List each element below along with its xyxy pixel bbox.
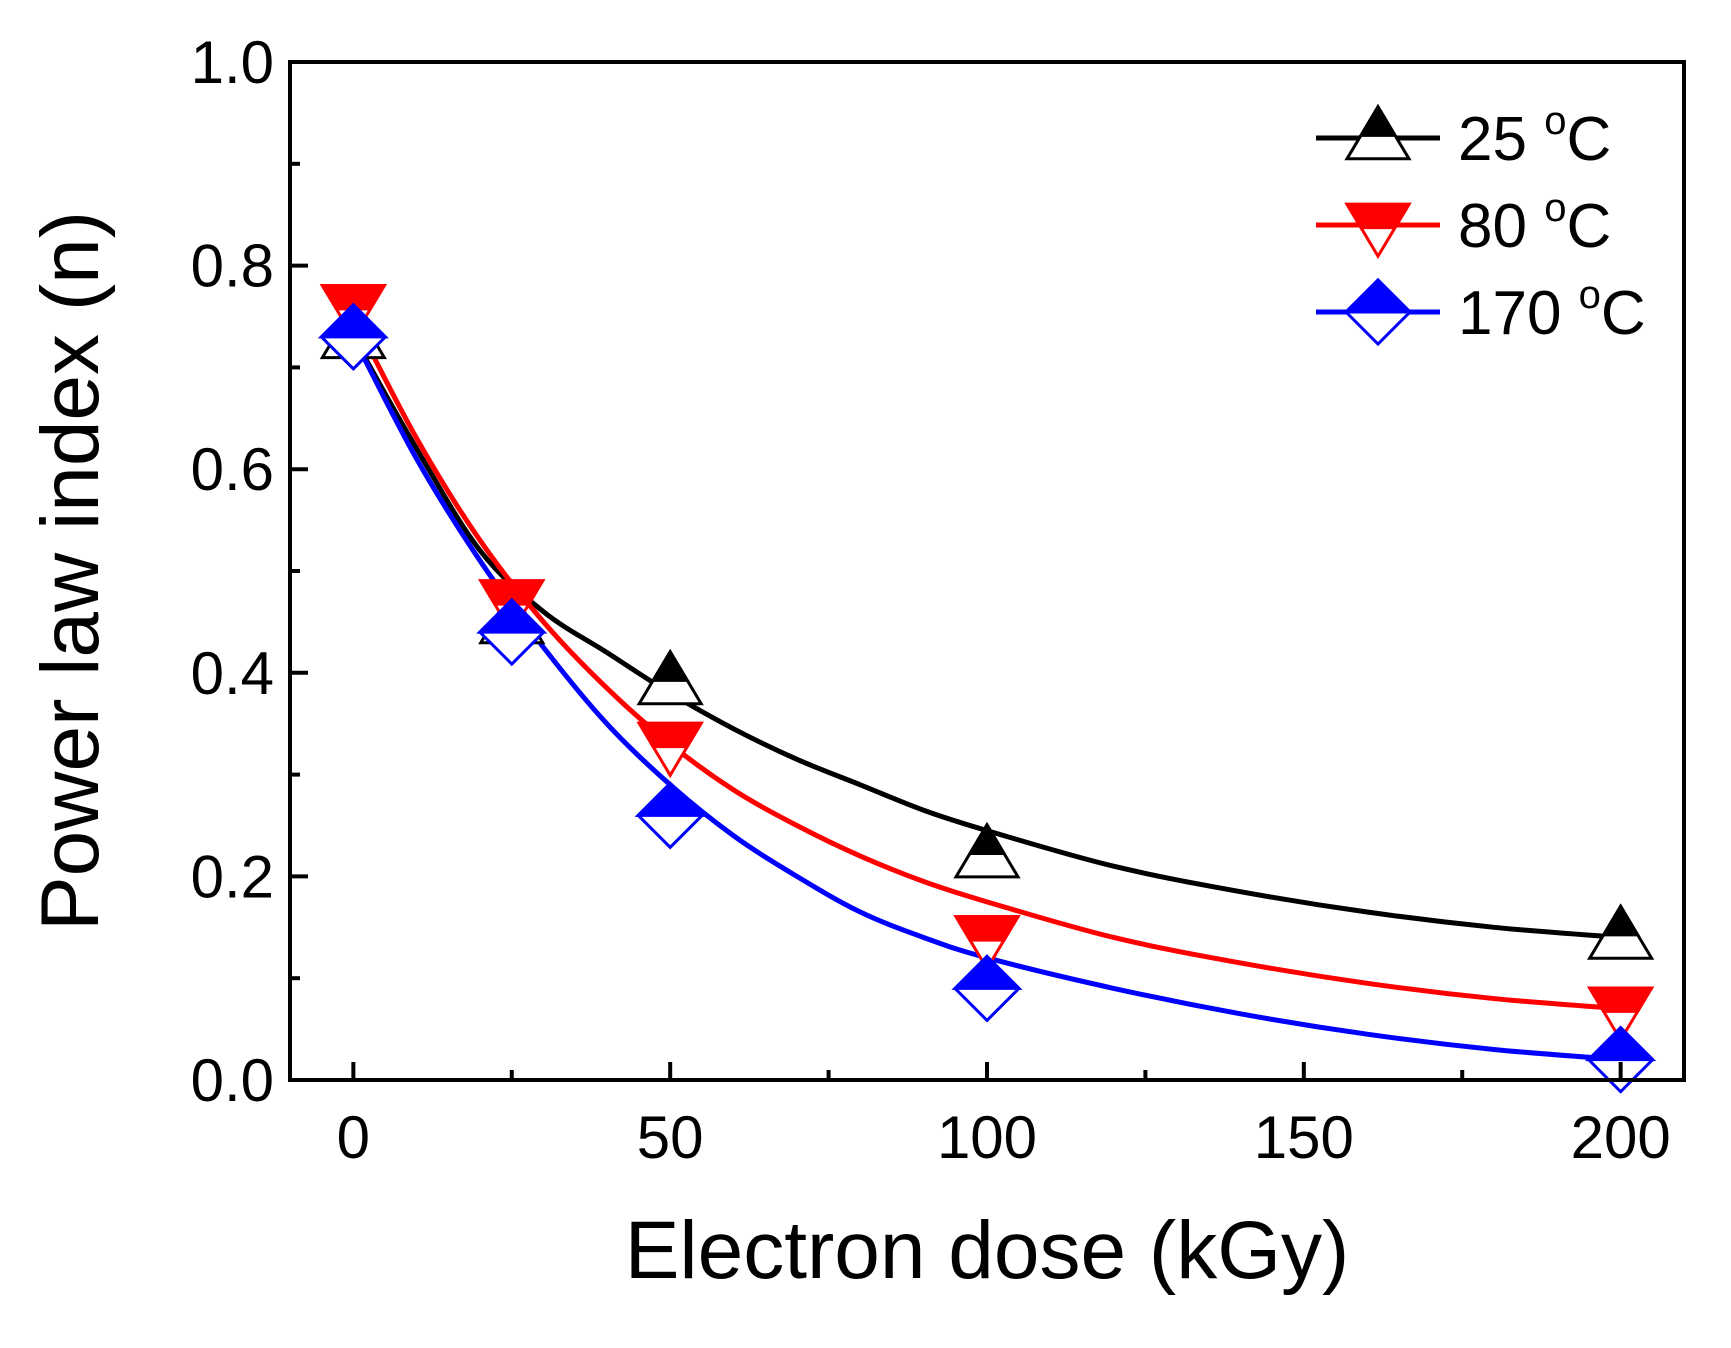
marker-80-25-filled-half (478, 579, 546, 606)
marker-170-25 (476, 597, 548, 667)
marker-170-200-filled-half (1585, 1025, 1657, 1062)
y-tick-label: 0.0 (191, 1047, 274, 1114)
x-axis-label: Electron dose (kGy) (625, 1205, 1350, 1296)
marker-170-0 (317, 302, 389, 371)
marker-25-50 (636, 648, 704, 706)
marker-80-200 (1586, 986, 1655, 1043)
fit-line-25 (351, 335, 1621, 940)
legend-marker-170 (1342, 277, 1414, 347)
marker-80-50 (636, 721, 704, 779)
marker-80-50-filled-half (636, 721, 704, 749)
fit-line-80 (351, 315, 1621, 1012)
y-axis-label: Power law index (n) (25, 211, 116, 931)
legend-marker-25 (1344, 103, 1412, 161)
legend-marker-80-filled-half (1344, 202, 1412, 230)
legend-marker-170-filled-half (1342, 277, 1414, 314)
marker-25-100 (953, 821, 1021, 879)
marker-25-100-filled-half (967, 821, 1007, 855)
x-tick-label: 100 (937, 1104, 1037, 1171)
marker-170-200 (1585, 1025, 1657, 1094)
legend-marker-80 (1344, 202, 1412, 260)
marker-80-100-filled-half (953, 915, 1021, 942)
marker-170-50-filled-half (634, 781, 706, 817)
y-tick-label: 1.0 (191, 29, 274, 96)
legend: 25 oC 80 oC 170 oC (1316, 99, 1646, 348)
marker-170-100-filled-half (951, 954, 1023, 990)
x-tick-label: 0 (337, 1104, 370, 1171)
marker-25-200-filled-half (1600, 903, 1641, 937)
legend-item-80: 80 oC (1316, 186, 1611, 261)
x-tick-label: 150 (1254, 1104, 1354, 1171)
y-tick-label: 0.8 (191, 233, 274, 300)
y-tick-label: 0.2 (191, 843, 274, 910)
ticks (290, 60, 1623, 1082)
marker-170-50 (634, 781, 706, 850)
marker-170-25-filled-half (476, 597, 548, 634)
marker-170-100 (951, 954, 1023, 1023)
marker-80-200-filled-half (1586, 986, 1655, 1013)
x-tick-label: 200 (1571, 1104, 1671, 1171)
tick-labels: 0 50 100 150 200 0.0 0.2 0.4 0.6 0.8 1.0 (191, 29, 1671, 1171)
markers (317, 284, 1657, 1094)
legend-marker-25-filled-half (1358, 103, 1398, 137)
marker-25-50-filled-half (650, 648, 690, 682)
marker-80-0-filled-half (319, 284, 388, 311)
legend-label: 170 oC (1458, 273, 1646, 348)
marker-170-0-filled-half (317, 302, 389, 339)
legend-item-170: 170 oC (1316, 273, 1646, 348)
x-tick-label: 50 (637, 1104, 704, 1171)
marker-80-100 (953, 915, 1021, 972)
legend-label: 80 oC (1458, 186, 1611, 261)
y-tick-label: 0.6 (191, 436, 274, 503)
legend-item-25: 25 oC (1316, 99, 1611, 174)
y-tick-label: 0.4 (191, 640, 274, 707)
marker-25-200 (1586, 903, 1655, 960)
legend-label: 25 oC (1458, 99, 1611, 174)
